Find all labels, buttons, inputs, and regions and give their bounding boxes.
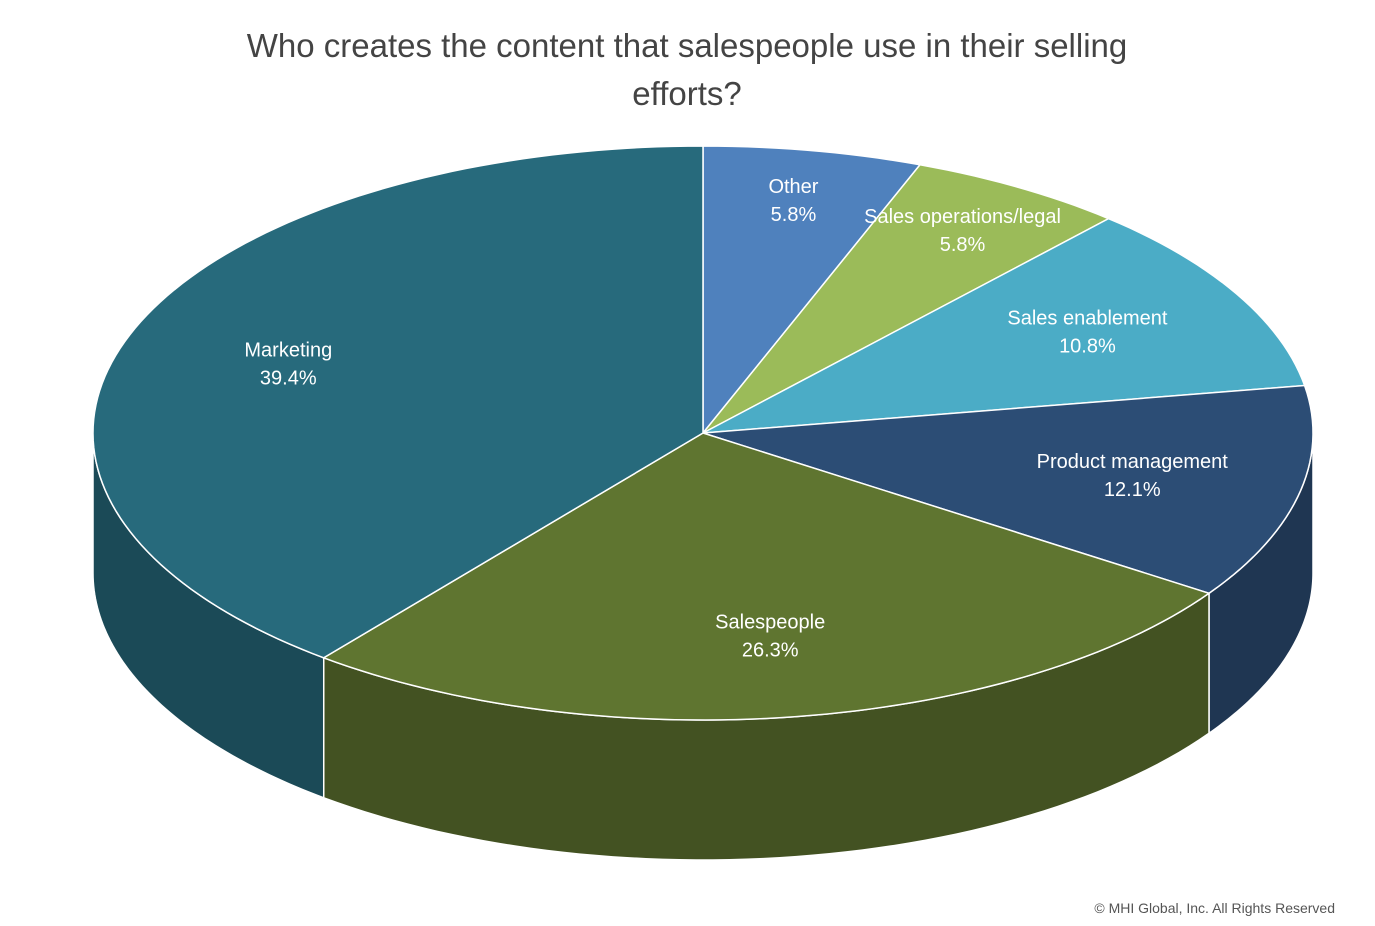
slice <box>702 384 1314 595</box>
slice-label: Sales operations/legal <box>864 206 1061 228</box>
value-label: 26.3% <box>742 639 799 661</box>
value-label: 39.4% <box>260 367 317 389</box>
slice-label: Salespeople <box>715 611 825 633</box>
slice <box>321 432 1211 721</box>
slice-label: Product management <box>1037 451 1229 473</box>
chart-title: Who creates the content that salespeople… <box>246 27 1128 112</box>
slice <box>702 145 922 436</box>
slice-label: Sales enablement <box>1007 307 1168 329</box>
value-label: 10.8% <box>1059 335 1116 357</box>
slice <box>92 145 704 659</box>
value-label: 5.8% <box>940 234 986 256</box>
value-label: 5.8% <box>771 204 817 226</box>
value-label: 12.1% <box>1104 479 1161 501</box>
slice <box>702 217 1306 434</box>
slice <box>702 163 1111 434</box>
slice-label: Marketing <box>244 339 332 361</box>
slice-label: Other <box>768 176 818 198</box>
copyright: © MHI Global, Inc. All Rights Reserved <box>1094 900 1335 916</box>
